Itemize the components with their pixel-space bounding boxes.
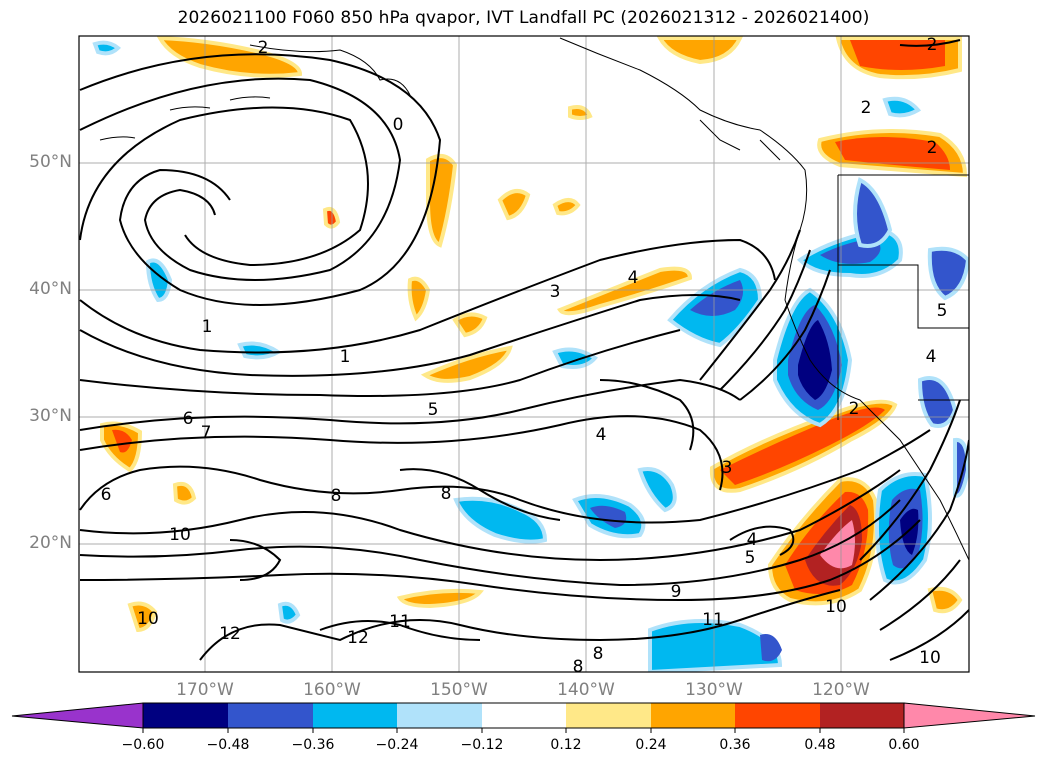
- colorbar-bin: [482, 703, 566, 728]
- contour-label: 4: [628, 268, 639, 288]
- colorbar-bin: [820, 703, 904, 728]
- contour-label: 8: [573, 657, 584, 677]
- contour-label: 12: [219, 624, 241, 644]
- colorbar-tick-label: −0.60: [121, 737, 165, 753]
- contour-label: 8: [593, 644, 604, 664]
- contour-label: 1: [202, 317, 213, 337]
- contour-label: 3: [550, 282, 561, 302]
- colorbar-bin: [735, 703, 820, 728]
- lon-label: 130°W: [685, 680, 743, 700]
- colorbar-tick-label: 0.12: [550, 737, 582, 753]
- contour-lines: [79, 39, 969, 661]
- colorbar-tick-label: 0.48: [804, 737, 836, 753]
- colorbar-bin: [143, 703, 228, 728]
- contour-label: 10: [137, 609, 159, 629]
- contour-label: 10: [169, 525, 191, 545]
- colorbar-extend-low: [11, 702, 144, 729]
- colorbar-tick-label: 0.24: [635, 737, 667, 753]
- lon-label: 150°W: [430, 680, 488, 700]
- contour-label: 2: [258, 38, 269, 58]
- colorbar-bin: [397, 703, 482, 728]
- contour-label: 11: [702, 610, 724, 630]
- lon-label: 140°W: [557, 680, 615, 700]
- contour-label: 2: [927, 35, 938, 55]
- contour-label: 6: [101, 485, 112, 505]
- contour-label: 12: [347, 628, 369, 648]
- graticule: [79, 36, 969, 672]
- lon-label: 170°W: [176, 680, 234, 700]
- contour-label-layer: 2 2 0 1 1 3 4 5 6 7 6 8 8 10 4 4 5 3 2 2…: [101, 35, 948, 677]
- contour-label: 2: [861, 98, 872, 118]
- colorbar-tick-label: −0.36: [291, 737, 335, 753]
- lat-label: 30°N: [29, 406, 72, 426]
- contour-label: 10: [919, 648, 941, 668]
- map-frame: [78, 35, 970, 673]
- contour-label: 2: [849, 399, 860, 419]
- plot-title: 2026021100 F060 850 hPa qvapor, IVT Land…: [177, 8, 870, 28]
- contour-label: 8: [441, 484, 452, 504]
- colorbar-tick-label: −0.48: [206, 737, 250, 753]
- contour-label: 5: [937, 301, 948, 321]
- contour-label: 7: [201, 423, 212, 443]
- contour-label: 1: [340, 347, 351, 367]
- colorbar-bin: [313, 703, 397, 728]
- colorbar-tick-label: −0.12: [460, 737, 504, 753]
- contour-label: 5: [745, 548, 756, 568]
- coastlines: [99, 37, 969, 561]
- contour-label: 2: [927, 138, 938, 158]
- colorbar: [11, 702, 1036, 733]
- contour-label: 10: [825, 597, 847, 617]
- contour-label: 4: [926, 347, 937, 367]
- contour-label: 9: [671, 582, 682, 602]
- lon-label: 160°W: [303, 680, 361, 700]
- colorbar-extend-high: [903, 702, 1036, 729]
- colorbar-bin: [566, 703, 651, 728]
- lat-label: 50°N: [29, 152, 72, 172]
- colorbar-bin: [651, 703, 735, 728]
- contour-label: 5: [428, 400, 439, 420]
- contour-label: 4: [747, 530, 758, 550]
- colorbar-tick-label: 0.60: [888, 737, 920, 753]
- contour-label: 4: [596, 425, 607, 445]
- lat-label: 40°N: [29, 279, 72, 299]
- colorbar-bin: [228, 703, 313, 728]
- contour-label: 6: [183, 409, 194, 429]
- contour-label: 0: [393, 115, 404, 135]
- contour-label: 3: [722, 458, 733, 478]
- contour-label: 11: [389, 612, 411, 632]
- colorbar-tick-label: −0.24: [375, 737, 419, 753]
- colorbar-tick-label: 0.36: [719, 737, 751, 753]
- lat-label: 20°N: [29, 533, 72, 553]
- lon-label: 120°W: [812, 680, 870, 700]
- contour-label: 8: [331, 486, 342, 506]
